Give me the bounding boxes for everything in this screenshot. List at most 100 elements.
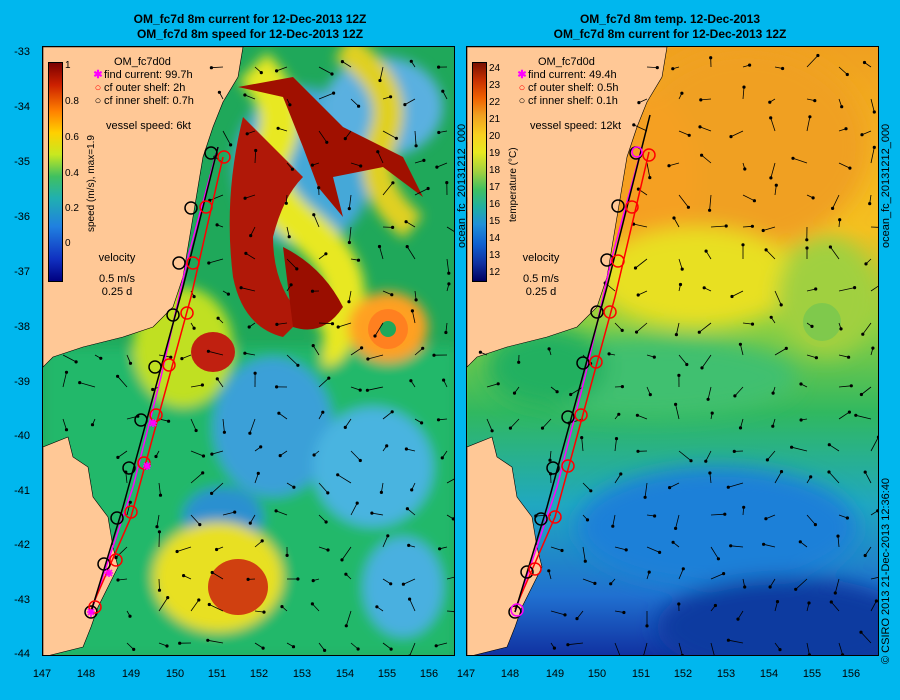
- velocity-vector-head: [243, 351, 247, 355]
- velocity-vector-head: [128, 614, 132, 618]
- velocity-vector-head: [114, 555, 118, 560]
- left-panel-title: OM_fc7d 8m current for 12-Dec-2013 12Z O…: [60, 12, 440, 42]
- velocity-vector: [414, 130, 417, 146]
- velocity-vector: [409, 642, 416, 655]
- velocity-vector-head: [277, 411, 281, 415]
- velocity-vector: [678, 450, 692, 462]
- velocity-vector: [446, 258, 450, 274]
- velocity-vector-head: [370, 511, 374, 515]
- velocity-vector: [286, 354, 299, 366]
- velocity-time: 0.25 d: [525, 286, 557, 298]
- velocity-vector-head: [699, 98, 703, 102]
- outer-circle-icon: ○: [94, 82, 102, 94]
- velocity-vector: [855, 414, 872, 420]
- velocity-vector: [318, 322, 333, 325]
- velocity-vector-head: [243, 93, 247, 97]
- velocity-vector: [707, 386, 712, 400]
- velocity-vector-head: [841, 653, 845, 655]
- velocity-vector-head: [245, 132, 249, 136]
- right-cbar-tick: 22: [489, 97, 501, 108]
- velocity-vector: [126, 502, 131, 516]
- velocity-vector-head: [547, 569, 551, 573]
- velocity-vector-head: [747, 63, 752, 67]
- right-cbar-tick: 20: [489, 131, 501, 142]
- velocity-vector: [774, 348, 787, 356]
- velocity-vector-head: [201, 471, 205, 475]
- legend-vessel: vessel speed: 12kt: [530, 120, 622, 132]
- velocity-vector: [644, 482, 648, 498]
- velocity-vector: [190, 418, 197, 431]
- velocity-vector: [612, 514, 616, 527]
- velocity-vector: [345, 610, 352, 626]
- velocity-vector-head: [404, 220, 408, 224]
- velocity-vector: [710, 642, 715, 655]
- velocity-vector-head: [310, 163, 314, 167]
- velocity-vector: [678, 258, 683, 270]
- y-tick-label: -34: [14, 101, 30, 113]
- velocity-vector: [374, 322, 384, 337]
- velocity-vector-head: [312, 453, 316, 457]
- velocity-vector: [633, 223, 648, 228]
- velocity-vector: [216, 378, 224, 388]
- velocity-vector-head: [358, 458, 362, 463]
- velocity-vector: [79, 382, 96, 388]
- velocity-vector-head: [799, 418, 803, 422]
- velocity-vector-head: [722, 571, 726, 576]
- velocity-vector-head: [589, 489, 593, 493]
- velocity-vector-head: [401, 582, 405, 586]
- velocity-vector-head: [848, 166, 852, 170]
- velocity-vector-head: [698, 125, 702, 129]
- find-marker-icon: ✱: [517, 69, 527, 81]
- velocity-vector-head: [390, 293, 394, 297]
- velocity-vector-head: [830, 206, 835, 210]
- velocity-vector: [673, 217, 680, 228]
- velocity-vector-head: [738, 342, 742, 346]
- velocity-vector-head: [344, 572, 348, 576]
- route-inner-shelf: [514, 114, 651, 613]
- right-temperature-map[interactable]: [466, 46, 879, 656]
- velocity-vector: [350, 450, 361, 461]
- left-cbar-tick: 0: [65, 238, 71, 249]
- velocity-vector-head: [207, 602, 211, 607]
- velocity-vector: [241, 287, 256, 292]
- left-title-line1: OM_fc7d 8m current for 12-Dec-2013 12Z: [133, 12, 367, 26]
- velocity-vector-head: [769, 315, 773, 319]
- velocity-vector-head: [704, 459, 708, 463]
- velocity-vector-head: [836, 534, 840, 538]
- velocity-vector: [117, 376, 128, 388]
- left-cbar-tick: 0.8: [65, 96, 79, 107]
- velocity-vector-head: [863, 553, 867, 558]
- velocity-vector-head: [839, 327, 843, 331]
- velocity-vector-head: [262, 610, 266, 614]
- velocity-vector-head: [359, 164, 363, 168]
- velocity-vector-head: [859, 392, 863, 397]
- velocity-vector-head: [358, 388, 362, 392]
- velocity-vector-head: [175, 549, 179, 554]
- velocity-vector: [567, 642, 584, 646]
- velocity-vector-head: [784, 346, 788, 350]
- velocity-vector: [806, 642, 810, 655]
- velocity-vector-head: [274, 509, 278, 513]
- velocity-vector: [829, 444, 840, 452]
- velocity-vector: [806, 514, 816, 525]
- velocity-vector-head: [405, 507, 409, 511]
- x-tick-label: 154: [759, 668, 779, 680]
- velocity-vector-head: [157, 530, 162, 534]
- velocity-vector-head: [764, 517, 768, 521]
- velocity-vector: [348, 290, 352, 302]
- velocity-vector-head: [388, 95, 393, 99]
- y-tick-label: -38: [14, 321, 30, 333]
- velocity-vector: [312, 345, 320, 356]
- velocity-vector-head: [768, 100, 772, 104]
- velocity-vector: [678, 194, 689, 208]
- velocity-vector-head: [761, 542, 766, 546]
- velocity-vector: [614, 438, 617, 452]
- velocity-arrow-icon: [514, 265, 568, 273]
- velocity-vector-head: [778, 647, 782, 652]
- left-cbar-tick: 0.4: [65, 168, 79, 179]
- right-title-line1: OM_fc7d 8m temp. 12-Dec-2013: [579, 12, 761, 26]
- x-tick-label: 148: [76, 668, 96, 680]
- velocity-vector-head: [874, 599, 878, 603]
- left-speed-map[interactable]: [42, 46, 455, 656]
- velocity-vector-head: [742, 505, 746, 509]
